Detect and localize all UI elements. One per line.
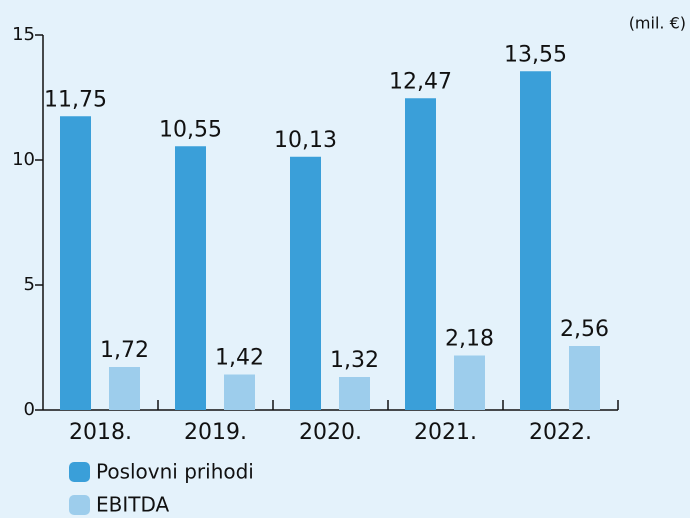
bar	[224, 374, 255, 410]
value-label: 12,47	[389, 69, 452, 94]
value-label: 1,72	[100, 338, 149, 363]
legend-swatch	[69, 462, 90, 482]
bar	[109, 367, 140, 410]
x-tick-label: 2022.	[529, 420, 592, 445]
bar	[60, 116, 91, 410]
bar	[290, 156, 321, 410]
legend-label: EBITDA	[96, 493, 170, 517]
value-label: 10,55	[159, 117, 222, 142]
value-label: 11,75	[44, 87, 107, 112]
bar	[339, 377, 370, 410]
x-tick-label: 2020.	[299, 420, 362, 445]
bar	[520, 71, 551, 410]
unit-label: (mil. €)	[629, 14, 686, 33]
y-tick-label: 5	[24, 274, 35, 295]
value-label: 13,55	[504, 42, 567, 67]
value-label: 1,42	[215, 346, 264, 371]
bar	[405, 98, 436, 410]
value-label: 2,18	[445, 327, 494, 352]
value-label: 1,32	[330, 348, 379, 373]
legend-label: Poslovni prihodi	[96, 460, 254, 484]
y-tick-label: 10	[12, 149, 35, 170]
y-tick-label: 0	[24, 399, 35, 420]
x-tick-label: 2021.	[414, 420, 477, 445]
bar	[454, 355, 485, 410]
x-tick-label: 2019.	[184, 420, 247, 445]
x-tick-label: 2018.	[69, 420, 132, 445]
value-label: 10,13	[274, 128, 337, 153]
legend-swatch	[69, 495, 90, 515]
bar	[569, 346, 600, 410]
value-label: 2,56	[560, 317, 609, 342]
bar	[175, 146, 206, 410]
y-tick-label: 15	[12, 24, 35, 45]
